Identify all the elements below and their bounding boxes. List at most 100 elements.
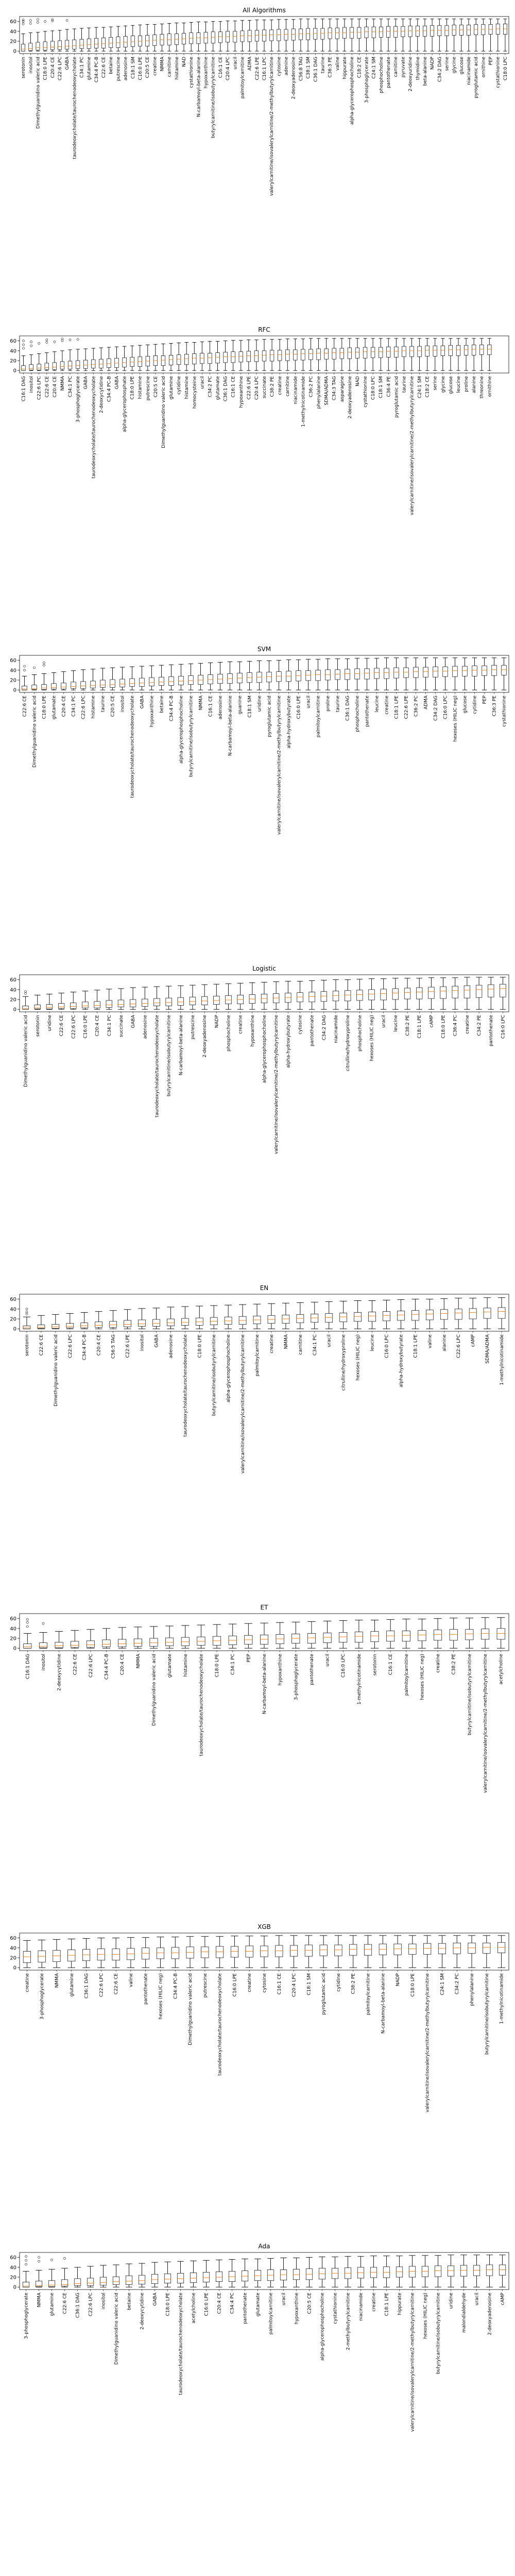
outlier-point xyxy=(37,18,39,21)
y-tick-label: 40 xyxy=(10,2265,16,2270)
outlier-point xyxy=(22,347,25,350)
x-tick-label: cytosine xyxy=(277,57,282,76)
box-15 xyxy=(138,345,142,371)
x-tick-label: C18:1 SM xyxy=(131,57,136,79)
x-tick-label: hypoxanthine xyxy=(150,696,155,727)
box-3 xyxy=(58,993,65,1010)
x-tick-label: glutamate xyxy=(216,376,221,400)
x-tick-label: NMMA xyxy=(37,2292,42,2307)
y-tick-label: 40 xyxy=(10,1945,16,1951)
box-21 xyxy=(293,2258,300,2287)
iqr-box xyxy=(44,363,49,370)
box-15 xyxy=(168,664,174,690)
box-19 xyxy=(323,1620,332,1649)
iqr-box xyxy=(262,350,267,362)
box-50 xyxy=(409,338,414,371)
x-tick-label: niacinamide xyxy=(293,376,298,404)
box-13 xyxy=(216,1936,224,1968)
iqr-box xyxy=(231,351,235,363)
iqr-box xyxy=(181,1318,189,1326)
x-tick-label: C16:1 CE xyxy=(277,1973,282,1995)
box-11 xyxy=(197,1624,205,1649)
x-tick-label: palmitoylcarnitine xyxy=(269,2293,274,2335)
x-tick-label: serotonin xyxy=(21,57,26,78)
box-22 xyxy=(370,1620,379,1649)
x-tick-label: C36:3 PE xyxy=(328,57,333,78)
outlier-point xyxy=(68,338,72,341)
box-45 xyxy=(462,657,468,690)
x-tick-label: valerylcarnitine/isovalerylcarnitine/2-m… xyxy=(410,2293,416,2432)
box-35 xyxy=(277,19,281,52)
iqr-box xyxy=(34,1005,41,1009)
outlier-point xyxy=(33,666,36,669)
iqr-box xyxy=(61,2279,68,2286)
x-tick-label: carnitine xyxy=(393,57,399,77)
x-tick-label: proline xyxy=(326,696,331,711)
x-tick-label: C20:5 CE xyxy=(307,2293,313,2314)
x-tick-label: 2-deoxyadenosine xyxy=(202,1015,208,1058)
box-23 xyxy=(189,22,194,52)
iqr-box xyxy=(95,1321,103,1328)
iqr-box xyxy=(21,365,26,371)
box-58 xyxy=(444,19,449,52)
box-10 xyxy=(151,2262,159,2287)
x-tick-label: alpha-hydroxybutyrate xyxy=(286,1015,291,1068)
x-tick-label: hexoses (HILIC neg) xyxy=(420,1654,425,1700)
box-0 xyxy=(21,19,25,52)
x-tick-label: putrescine xyxy=(116,57,121,81)
box-11 xyxy=(186,1936,194,1968)
x-tick-label: hypoxanthine xyxy=(204,57,209,89)
box-20 xyxy=(319,1935,328,1968)
box-7 xyxy=(112,2264,120,2287)
x-tick-label: palmitoylcarnitine xyxy=(366,1973,371,2015)
iqr-box xyxy=(440,1309,448,1320)
box-5 xyxy=(71,670,76,690)
iqr-box xyxy=(456,345,461,356)
x-tick-label: C34:2 DAG xyxy=(322,1015,327,1040)
x-tick-label: C18:0 LPC xyxy=(503,57,508,80)
box-32 xyxy=(254,20,259,52)
box-43 xyxy=(355,338,360,371)
x-tick-label: 2-deoxycytidine xyxy=(57,1654,62,1691)
box-9 xyxy=(110,667,115,690)
box-22 xyxy=(192,342,197,371)
x-tick-label: C34:4 PC-B xyxy=(107,376,112,402)
x-tick-label: butyrylcarnitine/isobutyrylcarnitine xyxy=(167,1015,172,1097)
chart-title: XGB xyxy=(258,1923,271,1930)
x-tick-label: cystathionine xyxy=(363,376,368,408)
y-tick-label: 0 xyxy=(13,688,16,693)
box-46 xyxy=(472,657,477,690)
box-59 xyxy=(452,19,456,52)
x-tick-label: taurodeoxycholate/taurochenodeoxycholate xyxy=(130,696,135,798)
x-tick-label: C34:4 PC-B xyxy=(82,1334,88,1360)
x-tick-label: C20:4 CE xyxy=(62,696,67,717)
box-28 xyxy=(238,340,243,371)
box-34 xyxy=(354,658,360,690)
iqr-box xyxy=(74,2278,81,2286)
box-38 xyxy=(393,657,399,690)
x-tick-label: C20:4 CE xyxy=(217,2293,222,2314)
x-tick-label: alpha-glycerophosphocholine xyxy=(226,1334,231,1403)
box-1 xyxy=(38,1939,46,1968)
x-tick-label: SDMA/ADMA xyxy=(485,1334,490,1363)
x-tick-label: glucose xyxy=(449,376,454,394)
y-tick-label: 60 xyxy=(10,2255,16,2261)
box-4 xyxy=(70,992,77,1010)
box-23 xyxy=(297,981,303,1010)
box-26 xyxy=(397,1299,405,1329)
x-tick-label: creatine xyxy=(465,1015,470,1034)
x-tick-label: pantothenate xyxy=(243,2293,248,2324)
iqr-box xyxy=(43,41,47,50)
iqr-box xyxy=(149,677,154,686)
box-0 xyxy=(22,990,29,1010)
box-30 xyxy=(496,1617,505,1649)
x-tick-label: taurine xyxy=(101,696,106,713)
x-tick-label: cystathionine xyxy=(496,57,501,88)
box-12 xyxy=(177,2261,184,2287)
iqr-box xyxy=(79,39,84,49)
iqr-box xyxy=(393,1943,402,1955)
box-36 xyxy=(452,977,458,1010)
box-9 xyxy=(156,1937,165,1968)
x-tick-label: C34:4 PC-B xyxy=(169,696,175,721)
y-tick-label: 0 xyxy=(13,1646,16,1652)
